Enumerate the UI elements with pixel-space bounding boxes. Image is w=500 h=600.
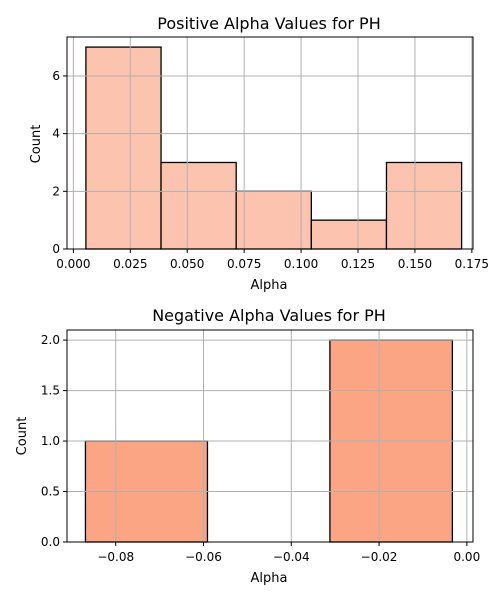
x-tick-label: −0.08 [97,550,134,564]
positive-alpha-histogram: 0.000 0.025 0.050 0.075 0.100 0.125 0.150 0.175… [29,14,489,293]
y-tick-label: 0 [52,242,60,256]
x-tick-label: 0.150 [398,257,432,271]
y-axis-label: Count [15,417,30,456]
histogram-bar [235,190,312,250]
chart-title: Positive Alpha Values for PH [157,14,380,33]
axes-frame [66,329,474,543]
histogram-bar [310,219,388,250]
y-tick-label: 4 [52,127,60,141]
x-tick-label: 0.100 [284,257,318,271]
x-tick-label: 0.175 [455,257,489,271]
plot-area: −0.08 −0.06 −0.04 −0.02 0.00 0.0 0.5 1.0 1.5 2.0 [41,329,480,564]
histogram-bar [85,46,162,250]
negative-alpha-histogram: −0.08 −0.06 −0.04 −0.02 0.000.00.51.01.52.0 … [15,306,480,586]
y-axis-label: Count [29,125,44,164]
x-tick-label: 0.000 [56,257,90,271]
y-tick-label: 6 [52,69,60,83]
x-tick-label: −0.04 [273,550,310,564]
y-tick-label: 1.5 [41,384,60,398]
y-tick-label: 2 [52,184,60,198]
axes-frame [66,36,474,250]
y-tick-label: 2.0 [41,333,60,347]
x-tick-label: 0.125 [341,257,375,271]
chart-title: Negative Alpha Values for PH [152,306,386,325]
x-axis-label: Alpha [251,571,288,586]
y-tick-label: 0.0 [41,535,60,549]
y-tick-label: 0.5 [41,485,60,499]
plot-area: 0.000 0.025 0.050 0.075 0.100 0.125 0.150 0.175… [52,36,489,271]
histogram-bar [160,161,237,250]
x-tick-label: −0.02 [361,550,398,564]
x-tick-label: 0.075 [227,257,261,271]
x-tick-label: 0.00 [453,550,480,564]
x-tick-label: 0.025 [113,257,147,271]
x-tick-label: −0.06 [185,550,222,564]
histogram-bar [385,161,463,250]
y-tick-label: 1.0 [41,434,60,448]
x-tick-label: 0.050 [170,257,204,271]
x-axis-label: Alpha [251,278,288,293]
